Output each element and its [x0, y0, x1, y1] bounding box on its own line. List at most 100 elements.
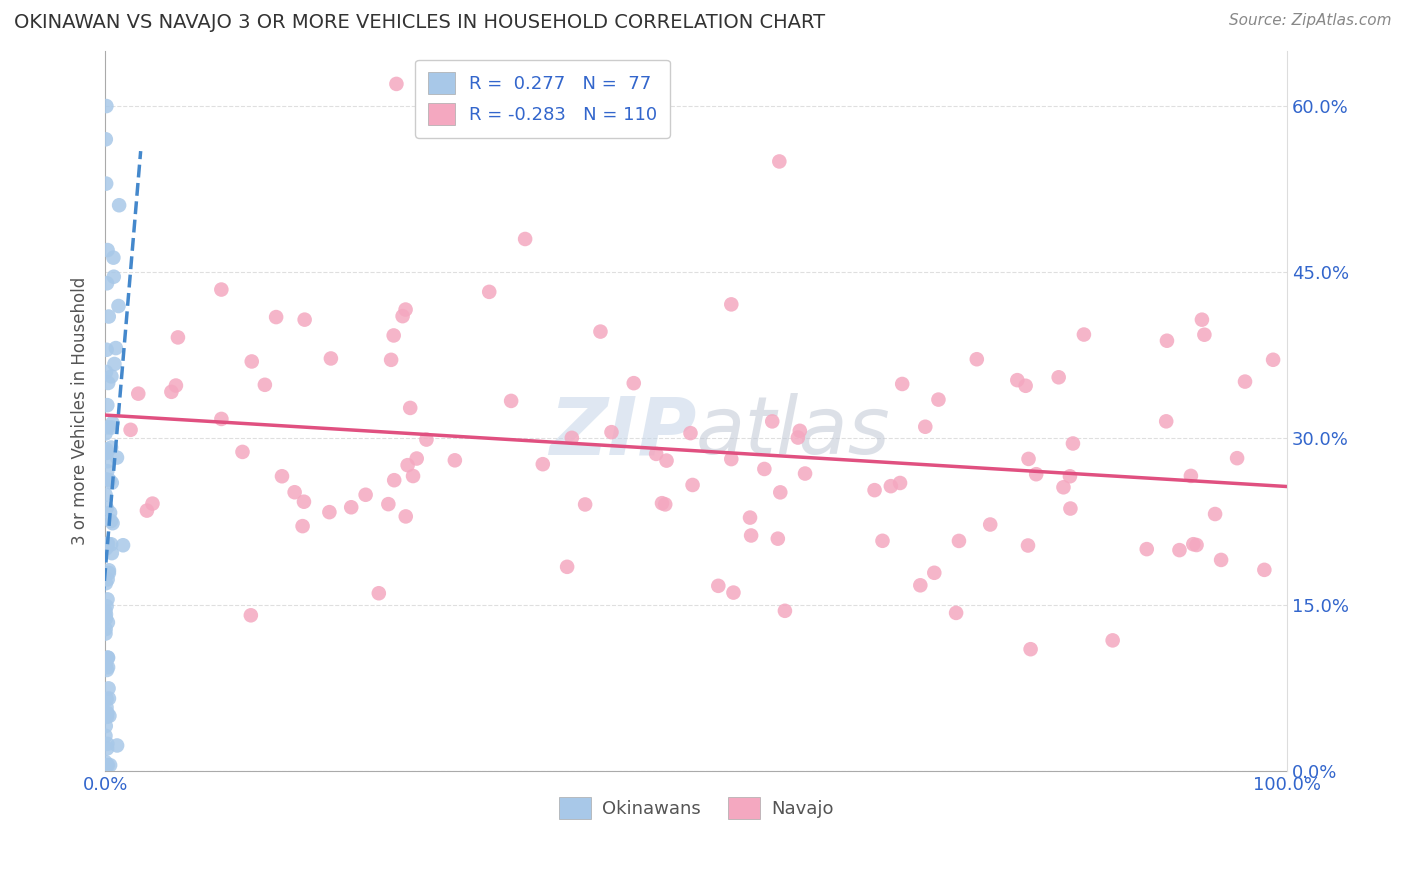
- Point: [98, 473, 121, 487]
- Point: [1204, 507, 1226, 521]
- Point: [723, 585, 745, 599]
- Point: [96, 700, 118, 714]
- Point: [924, 566, 946, 580]
- Point: [966, 352, 988, 367]
- Point: [96, 758, 118, 772]
- Point: [367, 586, 389, 600]
- Point: [720, 297, 742, 311]
- Point: [101, 516, 124, 531]
- Point: [100, 441, 122, 455]
- Point: [1062, 436, 1084, 450]
- Point: [531, 457, 554, 471]
- Point: [96, 500, 118, 515]
- Point: [98, 709, 121, 723]
- Point: [231, 445, 253, 459]
- Point: [96, 442, 118, 457]
- Point: [794, 467, 817, 481]
- Point: [96, 741, 118, 756]
- Point: [1052, 480, 1074, 494]
- Point: [396, 458, 419, 472]
- Point: [103, 357, 125, 371]
- Point: [1059, 469, 1081, 483]
- Point: [97, 454, 120, 468]
- Point: [1007, 373, 1029, 387]
- Point: [96, 464, 118, 478]
- Point: [761, 414, 783, 428]
- Point: [94, 729, 117, 743]
- Point: [94, 365, 117, 379]
- Point: [402, 469, 425, 483]
- Point: [1018, 451, 1040, 466]
- Point: [501, 393, 523, 408]
- Point: [645, 447, 668, 461]
- Point: [1194, 327, 1216, 342]
- Point: [927, 392, 949, 407]
- Point: [1014, 378, 1036, 392]
- Point: [104, 341, 127, 355]
- Point: [96, 592, 118, 607]
- Point: [1253, 563, 1275, 577]
- Point: [623, 376, 645, 391]
- Point: [382, 328, 405, 343]
- Point: [863, 483, 886, 497]
- Text: Source: ZipAtlas.com: Source: ZipAtlas.com: [1229, 13, 1392, 29]
- Point: [101, 416, 124, 430]
- Point: [738, 510, 761, 524]
- Point: [682, 478, 704, 492]
- Point: [94, 132, 117, 146]
- Point: [377, 497, 399, 511]
- Point: [654, 497, 676, 511]
- Point: [97, 310, 120, 324]
- Point: [394, 302, 416, 317]
- Point: [97, 691, 120, 706]
- Point: [391, 309, 413, 323]
- Point: [1191, 312, 1213, 326]
- Point: [1180, 469, 1202, 483]
- Point: [120, 423, 142, 437]
- Point: [100, 420, 122, 434]
- Point: [340, 500, 363, 515]
- Point: [292, 494, 315, 508]
- Point: [94, 755, 117, 769]
- Point: [100, 537, 122, 551]
- Point: [1156, 334, 1178, 348]
- Point: [135, 503, 157, 517]
- Point: [97, 376, 120, 390]
- Point: [97, 660, 120, 674]
- Point: [97, 243, 120, 257]
- Point: [294, 312, 316, 326]
- Point: [1168, 543, 1191, 558]
- Point: [769, 485, 792, 500]
- Point: [96, 710, 118, 724]
- Point: [1182, 537, 1205, 551]
- Point: [264, 310, 287, 324]
- Text: OKINAWAN VS NAVAJO 3 OR MORE VEHICLES IN HOUSEHOLD CORRELATION CHART: OKINAWAN VS NAVAJO 3 OR MORE VEHICLES IN…: [14, 13, 825, 32]
- Point: [319, 351, 342, 366]
- Point: [600, 425, 623, 439]
- Point: [94, 576, 117, 591]
- Point: [96, 446, 118, 460]
- Point: [112, 538, 135, 552]
- Point: [1185, 538, 1208, 552]
- Point: [97, 615, 120, 630]
- Point: [167, 330, 190, 344]
- Point: [766, 532, 789, 546]
- Point: [165, 378, 187, 392]
- Point: [103, 251, 125, 265]
- Point: [105, 450, 128, 465]
- Point: [96, 398, 118, 412]
- Point: [385, 77, 408, 91]
- Point: [97, 650, 120, 665]
- Point: [948, 533, 970, 548]
- Point: [209, 283, 232, 297]
- Point: [97, 758, 120, 772]
- Point: [1047, 370, 1070, 384]
- Point: [97, 650, 120, 665]
- Point: [100, 369, 122, 384]
- Point: [910, 578, 932, 592]
- Point: [94, 541, 117, 556]
- Point: [96, 343, 118, 357]
- Point: [96, 651, 118, 665]
- Point: [105, 739, 128, 753]
- Point: [107, 299, 129, 313]
